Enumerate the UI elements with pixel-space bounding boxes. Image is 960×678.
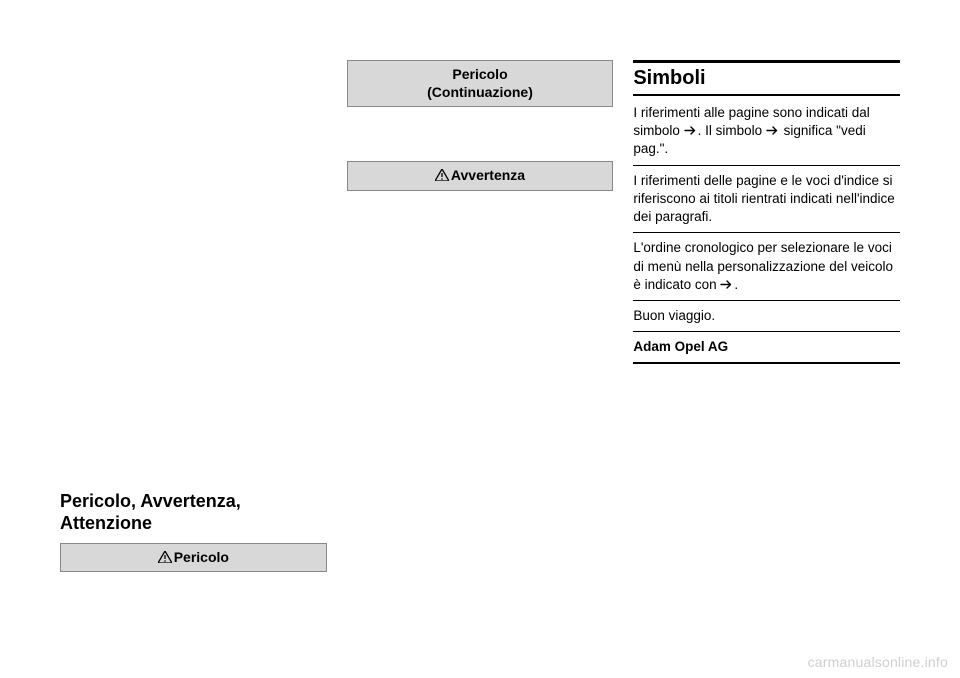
column-3: Simboli I riferimenti alle pagine sono i… xyxy=(633,60,900,618)
section-heading-simboli: Simboli xyxy=(633,60,900,96)
callout-continuazione: Pericolo (Continuazione) xyxy=(347,60,614,107)
para1-text-b: . Il simbolo xyxy=(698,123,766,138)
page-ref-arrow-icon xyxy=(720,279,734,290)
callout-continuazione-header: Pericolo (Continuazione) xyxy=(348,61,613,106)
column-1: Pericolo, Avvertenza, Attenzione Pericol… xyxy=(60,60,327,618)
section-heading-pericolo: Pericolo, Avvertenza, Attenzione xyxy=(60,491,327,534)
callout-avvertenza-label: Avvertenza xyxy=(451,167,525,183)
callout-pericolo-body: ... xyxy=(60,578,327,618)
callout-avvertenza-body: ... xyxy=(347,197,614,337)
simboli-para-5: Adam Opel AG xyxy=(633,332,900,364)
watermark-text: carmanualsonline.info xyxy=(808,654,948,670)
warning-triangle-icon xyxy=(435,169,449,181)
callout-continuazione-line2: (Continuazione) xyxy=(352,84,609,102)
page-content: Pericolo, Avvertenza, Attenzione Pericol… xyxy=(60,60,900,618)
callout-pericolo-label: Pericolo xyxy=(174,549,229,565)
callout-pericolo: Pericolo xyxy=(60,543,327,573)
simboli-para-4: Buon viaggio. xyxy=(633,301,900,332)
simboli-para-2: I riferimenti delle pagine e le voci d'i… xyxy=(633,166,900,234)
callout-continuazione-body: ... xyxy=(347,113,614,161)
column-2: Pericolo (Continuazione) ... Avvertenza … xyxy=(347,60,614,618)
callout-pericolo-header: Pericolo xyxy=(61,544,326,572)
callout-continuazione-line1: Pericolo xyxy=(352,66,609,84)
para3-text-b: . xyxy=(734,277,738,292)
page-ref-arrow-icon xyxy=(684,125,698,136)
para3-text-a: L'ordine cronologico per selezionare le … xyxy=(633,240,893,291)
callout-avvertenza-header: Avvertenza xyxy=(348,162,613,190)
page-ref-arrow-icon xyxy=(766,125,780,136)
simboli-para-1: I riferimenti alle pagine sono indicati … xyxy=(633,98,900,166)
simboli-para-3: L'ordine cronologico per selezionare le … xyxy=(633,233,900,301)
warning-triangle-icon xyxy=(158,551,172,563)
callout-avvertenza: Avvertenza xyxy=(347,161,614,191)
